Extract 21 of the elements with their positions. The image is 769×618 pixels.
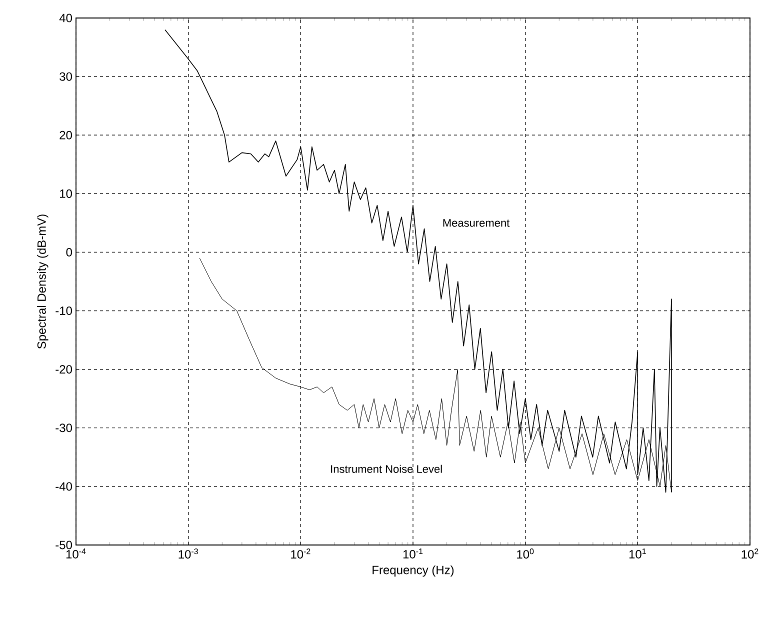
y-tick-label: 40 <box>59 14 72 22</box>
x-tick-label: 10$^{-2}$ <box>291 548 310 559</box>
y-tick-label: 30 <box>60 72 72 81</box>
x-tick-label: 10$^{0}$ <box>517 548 534 559</box>
x-tick-label: 10$^{-3}$ <box>178 548 198 559</box>
y-tick-label: 10 <box>60 189 72 198</box>
x-axis-title: Frequency (Hz) <box>372 565 454 577</box>
x-tick-label: 10$^{-4}$ <box>66 548 86 558</box>
y-tick-label: -10 <box>56 306 72 316</box>
series-label: Instrument Noise Level <box>331 464 442 473</box>
y-tick-label: -50 <box>56 540 72 550</box>
y-tick-label: -40 <box>56 482 72 491</box>
y-tick-label: -20 <box>56 365 72 374</box>
x-tick-label: 10$^{2}$ <box>742 548 758 559</box>
series-label: Measurement <box>443 219 510 227</box>
y-axis-title: Spectral Density (dB-mV) <box>37 214 48 349</box>
y-tick-label: -30 <box>56 424 72 432</box>
x-tick-label: 10$^{-1}$ <box>403 548 423 558</box>
x-tick-label: 10$^{1}$ <box>629 548 646 558</box>
y-tick-label: 20 <box>60 130 72 140</box>
y-tick-label: 0 <box>66 248 72 256</box>
